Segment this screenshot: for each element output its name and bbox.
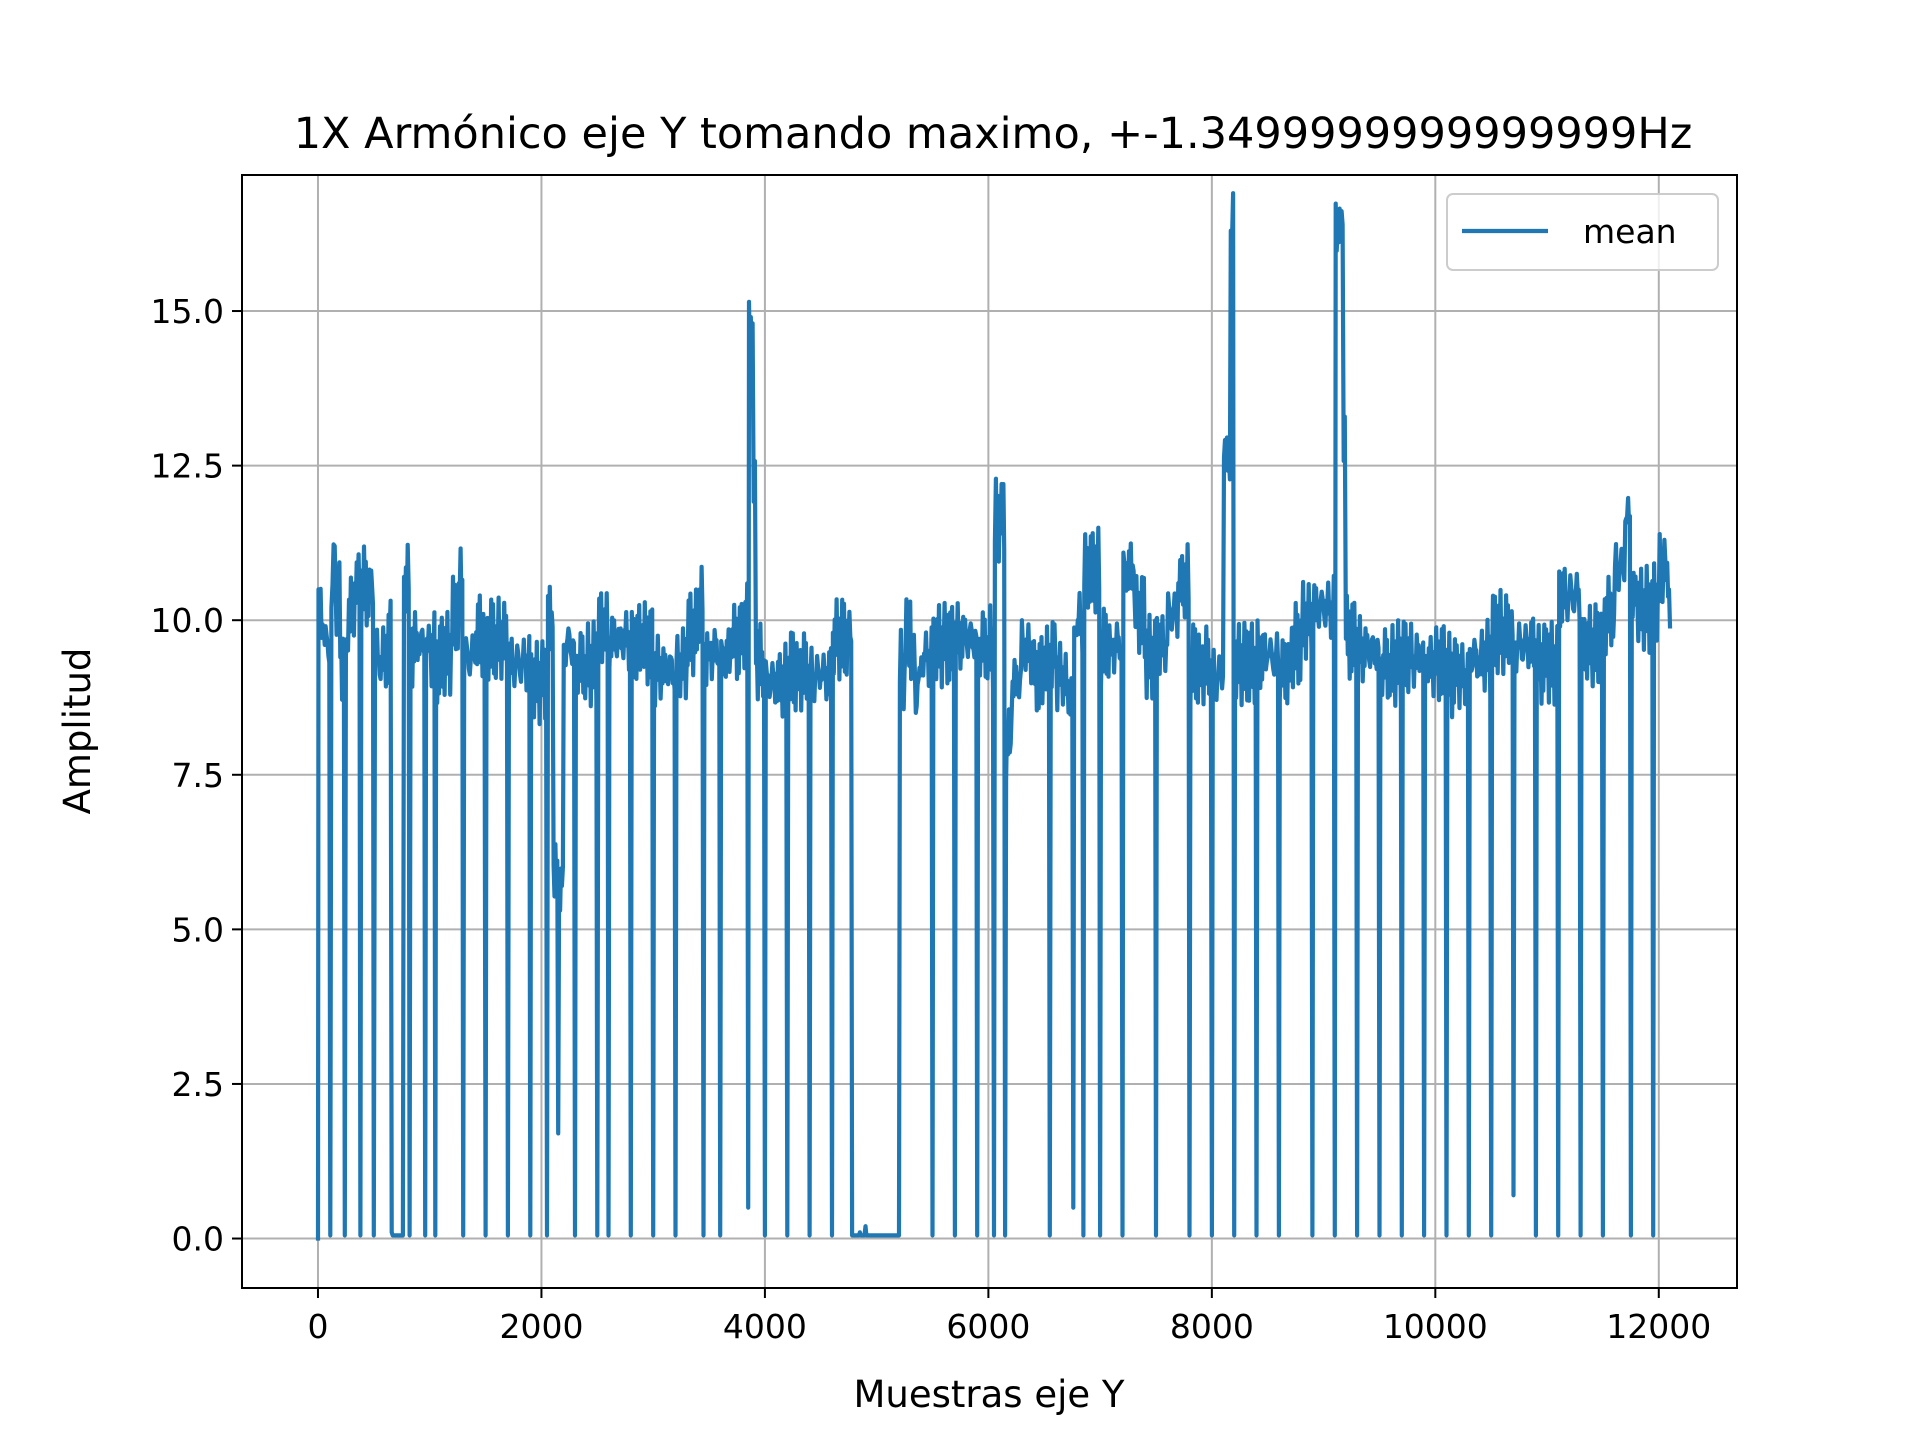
y-axis-ticks: 0.0 2.5 5.0 7.5 10.0 12.5 15.0 — [151, 292, 242, 1259]
legend: mean — [1446, 193, 1719, 271]
x-tick-label: 12000 — [1606, 1307, 1711, 1346]
x-tick-label: 10000 — [1383, 1307, 1488, 1346]
series-line-mean — [315, 191, 1673, 1241]
y-tick-label: 7.5 — [172, 756, 224, 795]
x-tick-label: 0 — [307, 1307, 328, 1346]
x-axis-label: Muestras eje Y — [853, 1373, 1124, 1416]
chart-title: 1X Armónico eje Y tomando maximo, +-1.34… — [294, 109, 1693, 159]
x-tick-label: 2000 — [499, 1307, 583, 1346]
y-tick-label: 0.0 — [172, 1220, 224, 1259]
x-tick-label: 8000 — [1170, 1307, 1254, 1346]
y-tick-label: 15.0 — [151, 292, 224, 331]
y-tick-label: 10.0 — [151, 601, 224, 640]
plot-area — [315, 191, 1673, 1241]
y-axis-label: Amplitud — [56, 648, 99, 815]
legend-box — [1446, 193, 1719, 271]
legend-label-mean: mean — [1583, 212, 1677, 251]
x-tick-label: 6000 — [946, 1307, 1030, 1346]
y-tick-label: 5.0 — [172, 910, 224, 949]
x-axis-ticks: 0 2000 4000 6000 8000 10000 12000 — [307, 1288, 1711, 1346]
y-tick-label: 2.5 — [172, 1065, 224, 1104]
axes-frame — [241, 174, 1738, 1289]
y-tick-label: 12.5 — [151, 447, 224, 486]
x-tick-label: 4000 — [723, 1307, 807, 1346]
